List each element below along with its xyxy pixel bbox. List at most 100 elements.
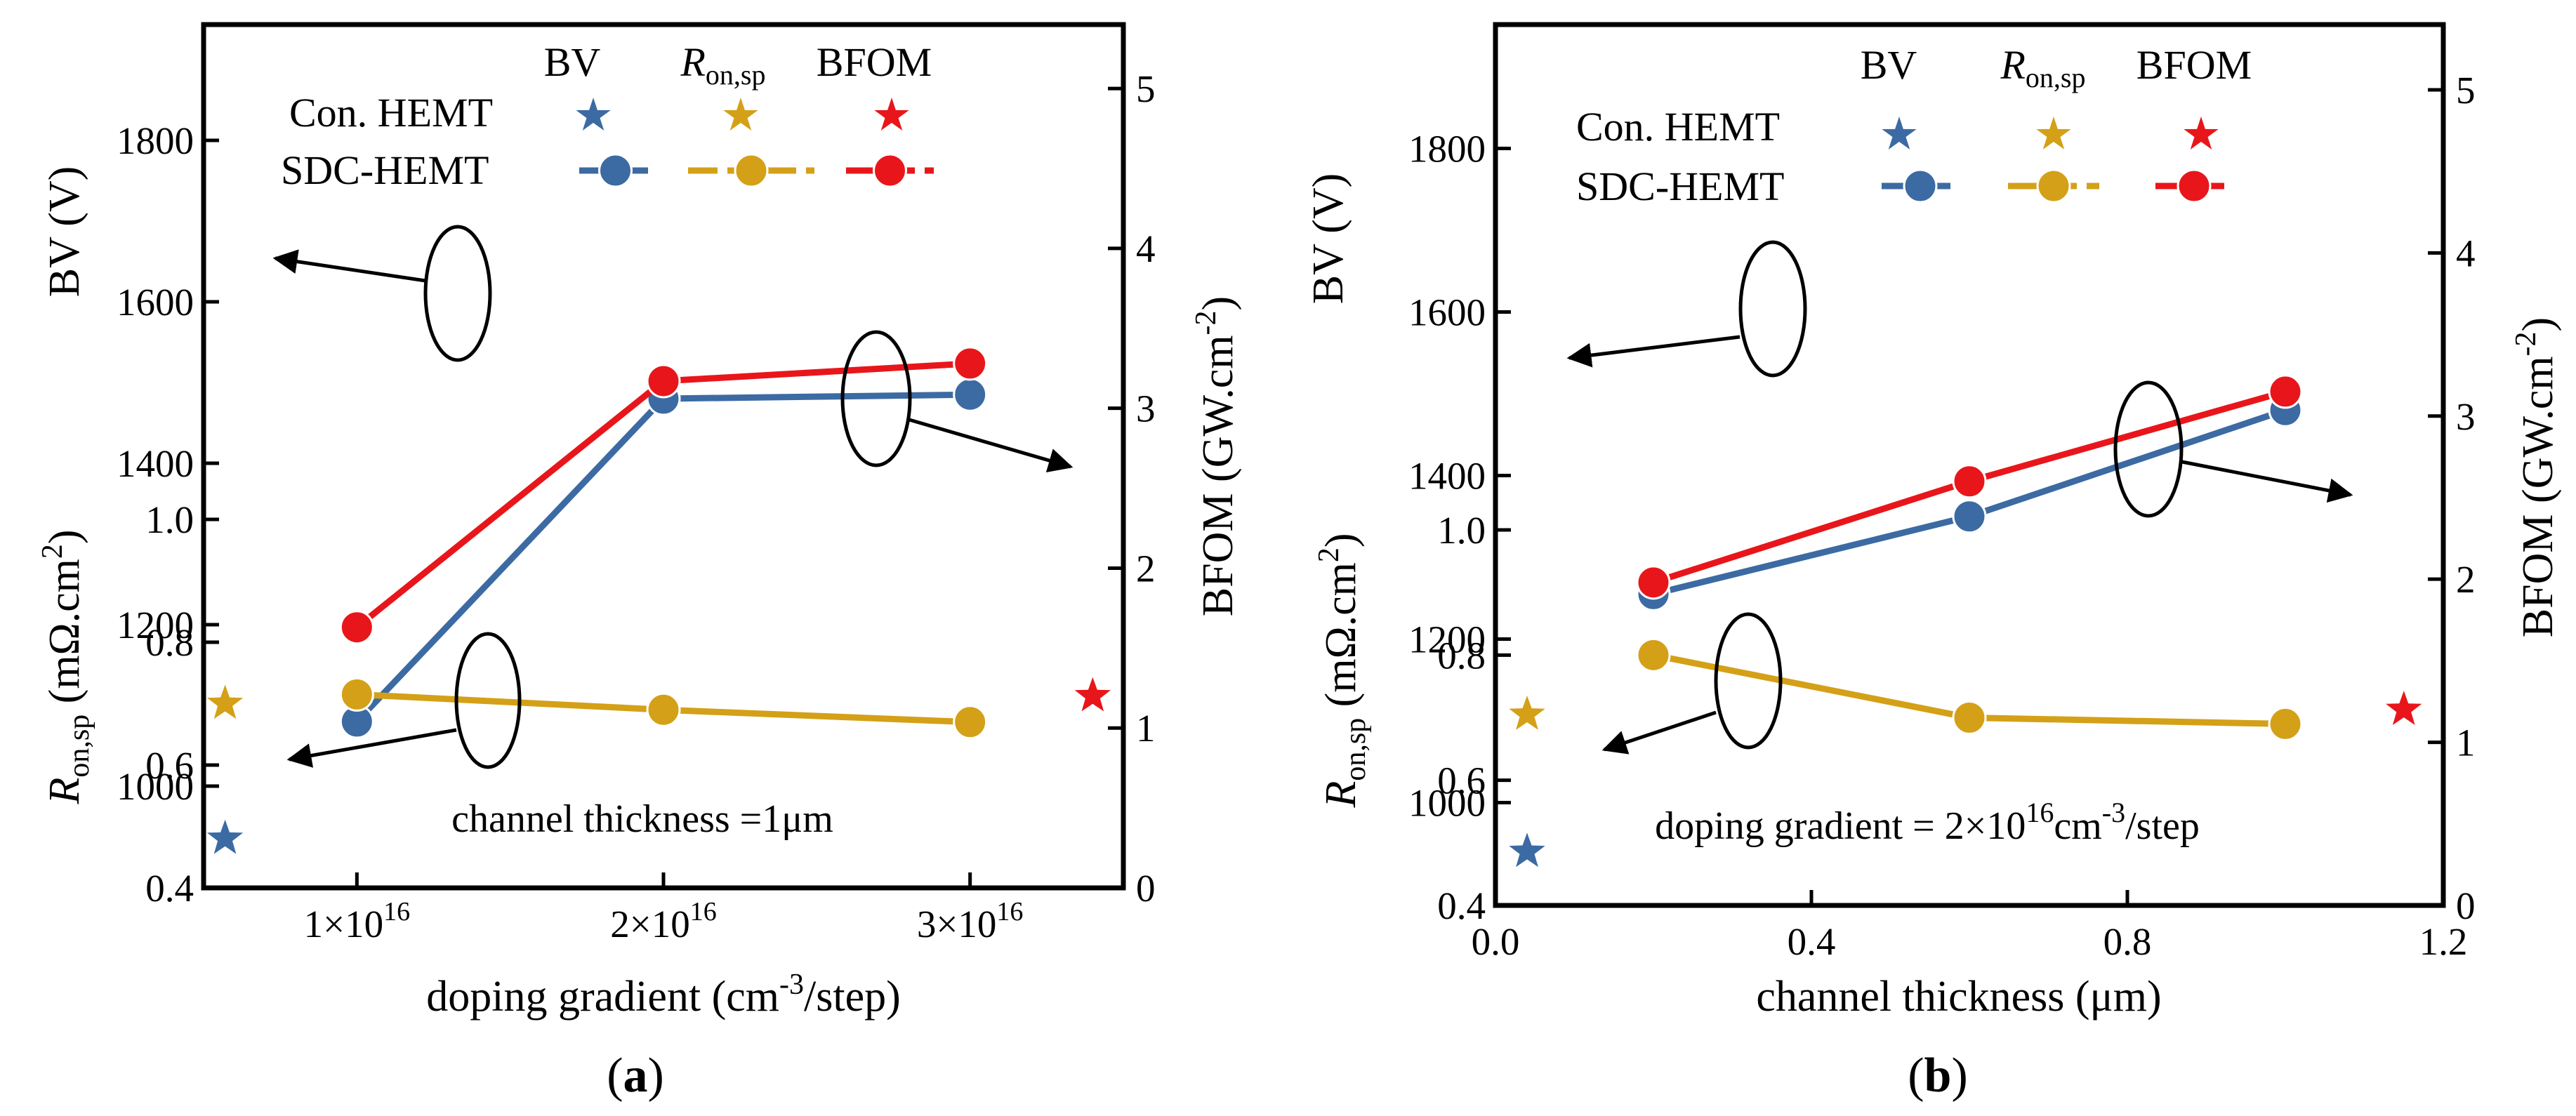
data-point-bfom bbox=[1952, 464, 1987, 499]
ron-tick-label: 0.4 bbox=[145, 867, 194, 910]
legend-row-con-hemt: Con. HEMT bbox=[1576, 104, 1780, 150]
bfom-tick-label: 2 bbox=[1136, 547, 1156, 590]
legend-header-bv: BV bbox=[544, 39, 601, 85]
con-hemt-star-bfom bbox=[2386, 691, 2422, 725]
legend-header-bv: BV bbox=[1861, 42, 1917, 88]
bv-group-ellipse bbox=[1738, 240, 1807, 378]
ron-axis-arrow bbox=[286, 728, 457, 768]
plot-frame bbox=[1493, 22, 2446, 908]
legend-header-ron: Ron,sp bbox=[680, 39, 765, 91]
bv-axis-arrow bbox=[1566, 335, 1741, 368]
bv-tick-label: 1600 bbox=[1408, 291, 1486, 334]
panel-b: 0.0 0.4 0.8 1.2100012001400160018000.40.60.… bbox=[1304, 22, 2562, 1103]
data-point-bv bbox=[953, 377, 988, 412]
panel-annotation: channel thickness =1μm bbox=[451, 797, 833, 841]
ron-axis-label: Ron,sp (mΩ.cm2) bbox=[1313, 533, 1372, 808]
legend-marker-ron bbox=[734, 153, 769, 188]
bfom-axis-arrow bbox=[2181, 460, 2353, 503]
legend-marker-bfom bbox=[873, 153, 907, 188]
data-point-ron bbox=[2268, 706, 2303, 741]
legend-marker-bfom bbox=[2177, 168, 2212, 204]
bv-tick-label: 1400 bbox=[117, 442, 194, 485]
panel-a: 1×1016 2×1016 3×1016 1000 1200 1400 1600 1800 0.… bbox=[37, 22, 1242, 1103]
ron-axis-label: Ron,sp (mΩ.cm2) bbox=[37, 529, 95, 804]
x-tick-label: 0.8 bbox=[2103, 920, 2152, 963]
legend-star-bv bbox=[1882, 117, 1917, 150]
bv-group-ellipse bbox=[423, 225, 492, 362]
x-tick-label: 0.0 bbox=[1472, 920, 1520, 963]
bv-tick-label: 1800 bbox=[117, 119, 194, 162]
ron-group-ellipse bbox=[1714, 612, 1783, 750]
panel-caption: (a) bbox=[607, 1049, 664, 1103]
data-point-bfom bbox=[953, 346, 988, 381]
ron-tick-label: 1.0 bbox=[1437, 509, 1486, 552]
data-point-bv bbox=[1952, 499, 1987, 534]
bfom-tick-label: 4 bbox=[2456, 232, 2476, 274]
legend-header-bfom: BFOM bbox=[2136, 42, 2252, 88]
bv-axis-label: BV (V) bbox=[1304, 173, 1352, 305]
bv-tick-label: 1800 bbox=[1408, 128, 1486, 171]
ron-tick-label: 1.0 bbox=[145, 498, 194, 541]
x-tick-label: 1.2 bbox=[2419, 920, 2468, 963]
legend-header-bfom: BFOM bbox=[817, 39, 932, 85]
con-hemt-star-ron bbox=[206, 684, 244, 719]
bv-tick-label: 1000 bbox=[117, 765, 194, 808]
bfom-tick-label: 0 bbox=[2456, 884, 2476, 927]
x-axis-label: channel thickness (μm) bbox=[1756, 973, 2161, 1021]
data-point-bfom bbox=[2268, 374, 2303, 409]
con-hemt-star-bv bbox=[1509, 832, 1545, 868]
bfom-group-ellipse bbox=[840, 330, 912, 467]
bfom-tick-label: 3 bbox=[2456, 395, 2476, 438]
data-point-bfom bbox=[339, 610, 374, 645]
legend-row-sdc-hemt: SDC-HEMT bbox=[281, 147, 489, 193]
bfom-tick-label: 4 bbox=[1136, 227, 1156, 270]
x-tick-label: 1×1016 bbox=[304, 897, 411, 945]
series-line-bv bbox=[355, 391, 970, 724]
x-tick-label: 0.4 bbox=[1788, 920, 1836, 963]
bfom-axis-arrow bbox=[909, 418, 1074, 472]
bv-axis-arrow bbox=[272, 249, 426, 283]
legend-marker-bv bbox=[1903, 168, 1938, 204]
bfom-axis-label: BFOM (GW.cm-2) bbox=[2510, 317, 2562, 637]
ron-tick-label: 0.6 bbox=[1437, 759, 1486, 802]
panel-annotation: doping gradient = 2×1016cm-3/step bbox=[1655, 797, 2200, 848]
data-point-ron bbox=[1636, 637, 1671, 672]
ron-tick-label: 0.4 bbox=[1437, 884, 1486, 927]
legend-row-con-hemt: Con. HEMT bbox=[289, 90, 493, 135]
legend-marker-ron bbox=[2036, 168, 2071, 204]
con-hemt-star-bfom bbox=[1074, 677, 1111, 712]
bfom-tick-label: 0 bbox=[1136, 867, 1156, 910]
data-point-ron bbox=[1952, 700, 1987, 735]
bfom-axis-label: BFOM (GW.cm-2) bbox=[1190, 296, 1242, 616]
legend-star-ron bbox=[2036, 117, 2071, 150]
data-point-bfom bbox=[1636, 565, 1671, 600]
ron-axis-arrow bbox=[1601, 710, 1717, 755]
legend-row-sdc-hemt: SDC-HEMT bbox=[1576, 164, 1784, 209]
data-point-ron bbox=[646, 692, 681, 727]
ron-tick-label: 0.8 bbox=[145, 621, 194, 664]
legend-star-bfom bbox=[2184, 117, 2219, 150]
bfom-tick-label: 5 bbox=[2456, 69, 2476, 112]
legend-header-ron: Ron,sp bbox=[2000, 42, 2085, 93]
ron-tick-label: 0.8 bbox=[1437, 634, 1486, 677]
x-axis-label: doping gradient (cm-3/step) bbox=[426, 969, 901, 1021]
bv-axis-label: BV (V) bbox=[41, 166, 88, 298]
data-point-ron bbox=[339, 677, 374, 712]
x-tick-label: 2×1016 bbox=[610, 897, 717, 945]
legend-star-ron bbox=[723, 98, 758, 131]
bv-tick-label: 1200 bbox=[1408, 618, 1486, 661]
panel-caption: (b) bbox=[1908, 1049, 1968, 1103]
data-point-bfom bbox=[646, 364, 681, 399]
bfom-tick-label: 3 bbox=[1136, 387, 1156, 430]
bfom-tick-label: 2 bbox=[2456, 558, 2476, 601]
bfom-group-ellipse bbox=[2113, 380, 2184, 518]
bv-tick-label: 1600 bbox=[117, 281, 194, 324]
con-hemt-star-ron bbox=[1509, 696, 1545, 730]
ron-tick-label: 0.6 bbox=[145, 744, 194, 787]
bv-tick-label: 1200 bbox=[117, 604, 194, 646]
legend-star-bv bbox=[576, 98, 611, 131]
x-tick-label: 3×1016 bbox=[917, 897, 1024, 945]
bfom-tick-label: 1 bbox=[2456, 722, 2476, 764]
data-point-ron bbox=[953, 705, 988, 740]
